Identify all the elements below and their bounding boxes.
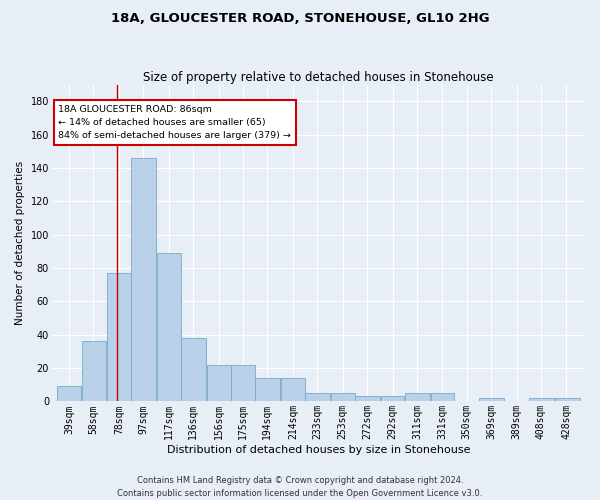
Bar (331, 393, 355, 402)
Title: Size of property relative to detached houses in Stonehouse: Size of property relative to detached ho… (143, 70, 494, 84)
Bar (231, 364, 255, 402)
Bar (281, 378, 305, 402)
Bar (131, 158, 157, 402)
Bar (355, 396, 380, 402)
Bar (479, 398, 504, 402)
Bar (431, 393, 454, 402)
Text: 18A, GLOUCESTER ROAD, STONEHOUSE, GL10 2HG: 18A, GLOUCESTER ROAD, STONEHOUSE, GL10 2… (110, 12, 490, 26)
X-axis label: Distribution of detached houses by size in Stonehouse: Distribution of detached houses by size … (167, 445, 470, 455)
Text: Contains HM Land Registry data © Crown copyright and database right 2024.
Contai: Contains HM Land Registry data © Crown c… (118, 476, 482, 498)
Bar (405, 393, 430, 402)
Bar (554, 398, 580, 402)
Bar (181, 338, 206, 402)
Bar (57, 386, 81, 402)
Bar (207, 364, 230, 402)
Bar (529, 398, 554, 402)
Y-axis label: Number of detached properties: Number of detached properties (15, 161, 25, 325)
Bar (305, 393, 330, 402)
Bar (381, 396, 404, 402)
Bar (256, 378, 280, 402)
Bar (82, 342, 106, 402)
Text: 18A GLOUCESTER ROAD: 86sqm
← 14% of detached houses are smaller (65)
84% of semi: 18A GLOUCESTER ROAD: 86sqm ← 14% of deta… (58, 104, 291, 140)
Bar (157, 253, 181, 402)
Bar (107, 273, 131, 402)
